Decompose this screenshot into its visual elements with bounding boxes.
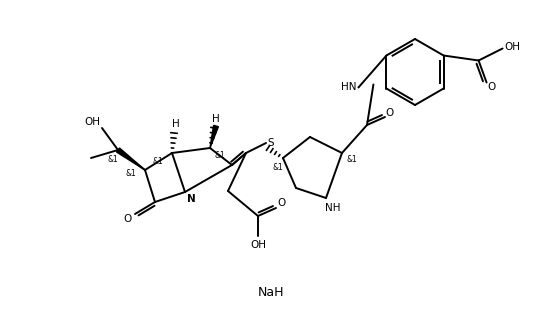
Text: &1: &1 — [347, 154, 357, 163]
Text: O: O — [386, 108, 394, 118]
Polygon shape — [210, 125, 218, 148]
Text: OH: OH — [505, 42, 520, 51]
Text: OH: OH — [84, 117, 100, 127]
Text: &1: &1 — [215, 151, 225, 161]
Polygon shape — [117, 148, 145, 170]
Text: NaH: NaH — [258, 287, 284, 300]
Text: O: O — [487, 83, 496, 93]
Text: O: O — [124, 214, 132, 224]
Text: O: O — [277, 198, 285, 208]
Text: H: H — [172, 119, 180, 129]
Text: S: S — [268, 138, 274, 148]
Text: &1: &1 — [273, 163, 283, 173]
Text: &1: &1 — [153, 157, 163, 165]
Text: H: H — [212, 114, 220, 124]
Text: NH: NH — [325, 203, 341, 213]
Text: N: N — [186, 194, 195, 204]
Text: OH: OH — [250, 240, 266, 250]
Text: &1: &1 — [108, 155, 118, 164]
Text: HN: HN — [341, 83, 356, 93]
Text: &1: &1 — [126, 168, 137, 177]
